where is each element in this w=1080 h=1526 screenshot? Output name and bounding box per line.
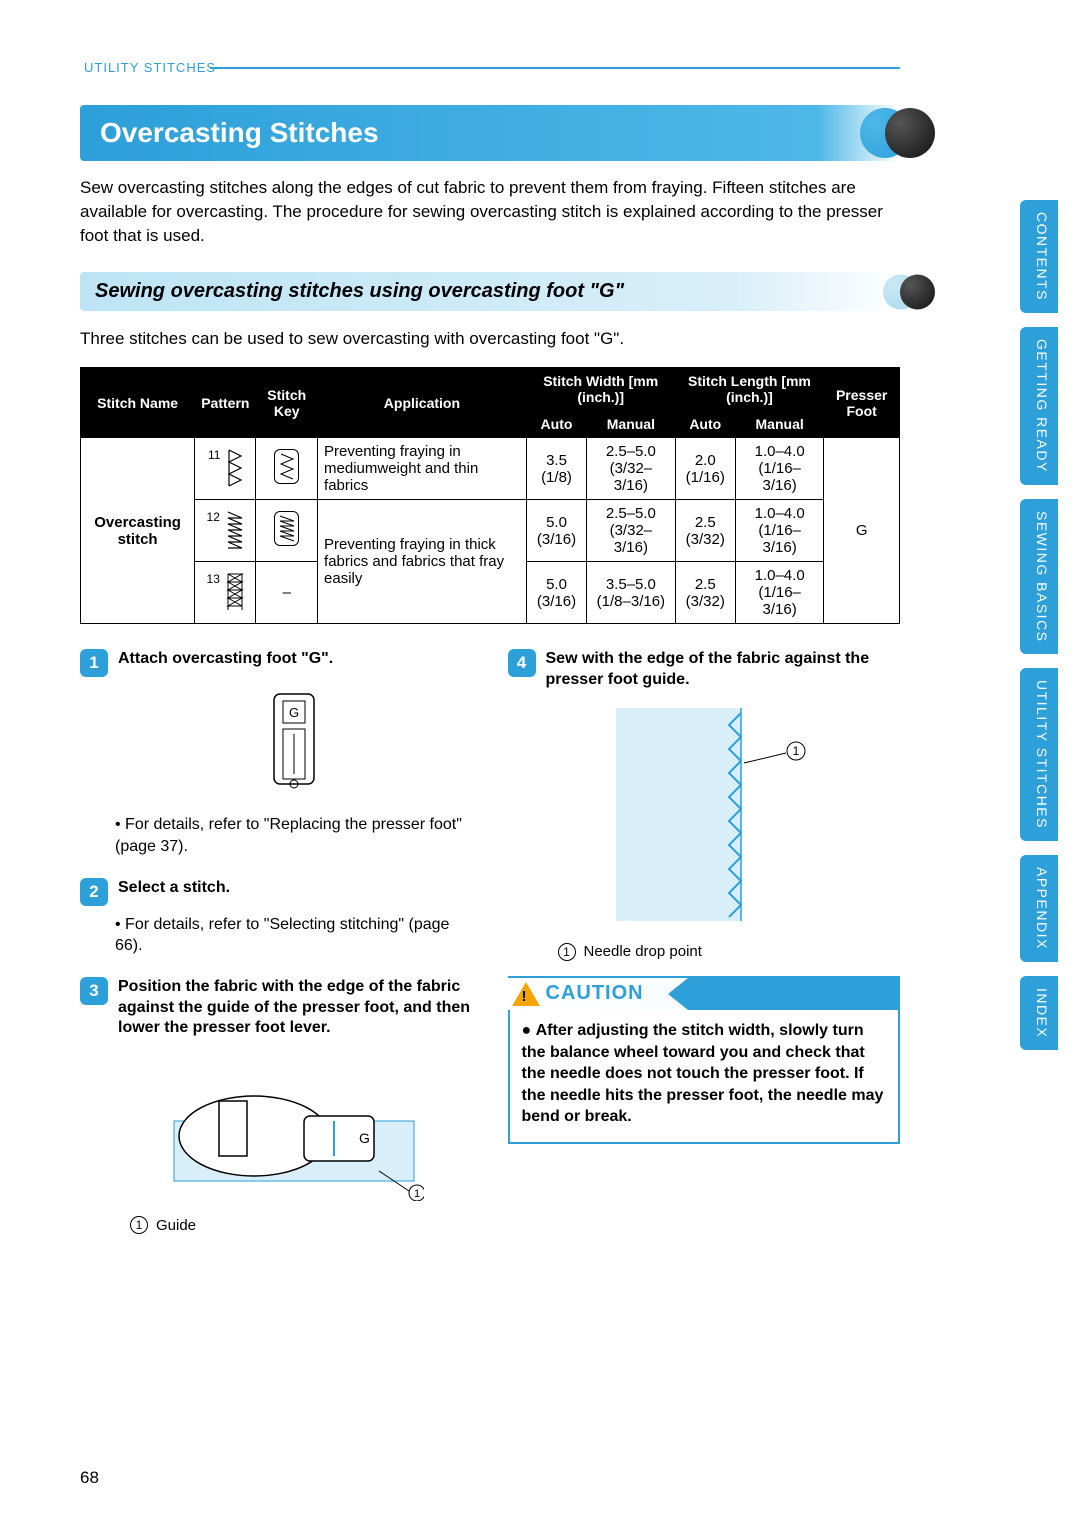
step-2-note: For details, refer to "Selecting stitchi… [115,914,473,957]
cell-app-11: Preventing fraying in mediumweight and t… [318,438,527,500]
step-number-icon: 1 [80,649,108,677]
th-width-manual: Manual [587,411,675,438]
th-length-manual: Manual [735,411,823,438]
tab-index[interactable]: INDEX [1020,976,1058,1050]
stitch-edge-diagram: 1 [543,703,901,933]
step-3: 3 Position the fabric with the edge of t… [80,977,473,1039]
step-2-title: Select a stitch. [118,878,230,906]
tab-contents[interactable]: CONTENTS [1020,200,1058,313]
th-width-auto: Auto [526,411,586,438]
caution-body: After adjusting the stitch width, slowly… [508,1010,901,1144]
warning-icon: ! [512,982,540,1006]
svg-text:G: G [289,705,299,720]
step-4-caption: 1 Needle drop point [558,943,901,961]
tab-sewing-basics[interactable]: SEWING BASICS [1020,499,1058,655]
cell-lm-12: 1.0–4.0 (1/16–3/16) [735,500,823,562]
subsection-title: Sewing overcasting stitches using overca… [80,272,900,311]
th-length: Stitch Length [mm (inch.)] [675,368,824,411]
overcast-pattern-icon [227,448,243,490]
left-column: 1 Attach overcasting foot "G". G For det… [80,649,473,1249]
th-length-auto: Auto [675,411,735,438]
subsection-intro: Three stitches can be used to sew overca… [80,329,900,349]
breadcrumb: UTILITY STITCHES [80,60,900,75]
callout-1-icon: 1 [130,1216,148,1234]
cell-la-12: 2.5 (3/32) [675,500,735,562]
cell-lm-11: 1.0–4.0 (1/16–3/16) [735,438,823,500]
caution-box: ! CAUTION After adjusting the stitch wid… [508,976,901,1144]
stitch-table: Stitch Name Pattern Stitch Key Applicati… [80,367,900,624]
cell-wa-11: 3.5 (1/8) [526,438,586,500]
foot-g-diagram: G [115,689,473,804]
overcast-pattern-icon [226,510,244,552]
cell-wa-13: 5.0 (3/16) [526,562,586,624]
cell-pattern-11: 11 [195,438,256,500]
cell-wm-13: 3.5–5.0 (1/8–3/16) [587,562,675,624]
steps-columns: 1 Attach overcasting foot "G". G For det… [80,649,900,1249]
cell-stitch-name: Overcasting stitch [81,438,195,624]
step-number-icon: 3 [80,977,108,1005]
step-2: 2 Select a stitch. [80,878,473,906]
th-foot: Presser Foot [824,368,900,438]
step-3-title: Position the fabric with the edge of the… [118,977,473,1039]
th-width: Stitch Width [mm (inch.)] [526,368,675,411]
step-3-caption: 1 Guide [130,1216,473,1234]
step-1-note: For details, refer to "Replacing the pre… [115,814,473,857]
cell-lm-13: 1.0–4.0 (1/16–3/16) [735,562,823,624]
section-title: Overcasting Stitches [80,105,900,161]
caption-text: Needle drop point [584,943,702,960]
cell-key-12 [256,500,318,562]
svg-text:1: 1 [793,744,800,758]
side-tabs: CONTENTS GETTING READY SEWING BASICS UTI… [1020,200,1058,1050]
cell-la-11: 2.0 (1/16) [675,438,735,500]
cell-key-11 [256,438,318,500]
caution-label: CAUTION [546,982,644,1005]
caption-text: Guide [156,1217,196,1234]
step-4-title: Sew with the edge of the fabric against … [546,649,901,691]
tab-getting-ready[interactable]: GETTING READY [1020,327,1058,485]
step-number-icon: 2 [80,878,108,906]
presser-foot-diagram: G 1 [115,1051,473,1206]
page-content: UTILITY STITCHES Overcasting Stitches Se… [0,0,950,1279]
svg-text:1: 1 [414,1188,420,1200]
tab-utility-stitches[interactable]: UTILITY STITCHES [1020,668,1058,841]
cell-app-12-13: Preventing fraying in thick fabrics and … [318,500,527,624]
right-column: 4 Sew with the edge of the fabric agains… [508,649,901,1249]
th-application: Application [318,368,527,438]
step-4: 4 Sew with the edge of the fabric agains… [508,649,901,691]
cell-wm-12: 2.5–5.0 (3/32–3/16) [587,500,675,562]
page-number: 68 [80,1468,99,1488]
step-1: 1 Attach overcasting foot "G". [80,649,473,677]
callout-1-icon: 1 [558,943,576,961]
step-number-icon: 4 [508,649,536,677]
intro-text: Sew overcasting stitches along the edges… [80,176,900,247]
cell-wa-12: 5.0 (3/16) [526,500,586,562]
cell-wm-11: 2.5–5.0 (3/32–3/16) [587,438,675,500]
th-name: Stitch Name [81,368,195,438]
tab-appendix[interactable]: APPENDIX [1020,855,1058,962]
cell-pattern-13: 13 [195,562,256,624]
step-1-title: Attach overcasting foot "G". [118,649,333,677]
th-pattern: Pattern [195,368,256,438]
cell-pattern-12: 12 [195,500,256,562]
cell-key-13: – [256,562,318,624]
cell-la-13: 2.5 (3/32) [675,562,735,624]
svg-text:G: G [359,1130,370,1146]
overcast-pattern-icon [226,572,244,614]
cell-foot: G [824,438,900,624]
th-key: Stitch Key [256,368,318,438]
